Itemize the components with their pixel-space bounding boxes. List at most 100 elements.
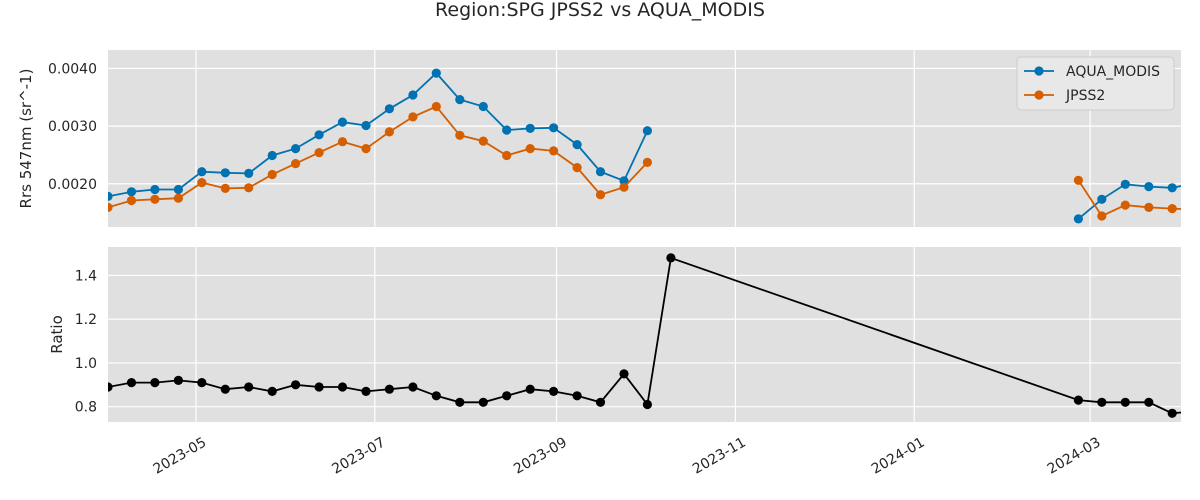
panel-1: 0.0020 0.0030 0.0040 Rrs 547nm (sr^-1) AQUA_…	[17, 50, 1200, 227]
data-point-ratio	[1167, 408, 1177, 418]
x-tick-label: 2024-03	[1045, 435, 1104, 478]
data-point-ratio	[108, 382, 113, 392]
data-point-jpss2	[1167, 204, 1177, 214]
data-point-jpss2	[619, 182, 629, 192]
data-point-jpss2	[220, 183, 230, 193]
data-point-ratio	[150, 378, 160, 388]
data-point-jpss2	[478, 136, 488, 146]
data-point-jpss2	[642, 157, 653, 167]
legend: AQUA_MODIS JPSS2	[1016, 56, 1175, 111]
data-point-jpss2	[525, 144, 535, 154]
x-tick-label: 2024-01	[869, 435, 928, 478]
data-point-ratio	[314, 382, 324, 392]
data-point-aqua_modis	[244, 168, 254, 178]
y-tick-label: 1.4	[75, 268, 97, 284]
x-tick-label: 2023-07	[329, 435, 388, 478]
data-point-jpss2	[384, 127, 394, 137]
data-point-aqua_modis	[1144, 182, 1154, 192]
plot-layer: 0.0020 0.0030 0.0040 Rrs 547nm (sr^-1) AQUA_…	[17, 50, 1200, 478]
data-point-ratio	[408, 382, 418, 392]
data-point-jpss2	[408, 112, 418, 122]
data-point-jpss2	[1073, 175, 1083, 185]
data-point-ratio	[619, 369, 629, 379]
data-point-ratio	[291, 380, 301, 390]
x-axis-ticks: 2023-05 2023-07 2023-09 2023-11 2024-01 2024-…	[151, 435, 1104, 478]
data-point-ratio	[525, 384, 535, 394]
data-point-aqua_modis	[431, 68, 441, 78]
data-point-aqua_modis	[619, 176, 629, 186]
data-point-aqua_modis	[150, 184, 160, 195]
data-point-aqua_modis	[1097, 194, 1107, 204]
data-point-aqua_modis	[384, 104, 394, 114]
data-point-jpss2	[1191, 205, 1200, 214]
legend-marker-jpss2	[1034, 90, 1044, 100]
data-point-aqua_modis	[502, 125, 512, 135]
data-point-aqua_modis	[291, 144, 301, 154]
data-point-ratio	[337, 382, 348, 392]
y-tick-label: 1.2	[75, 312, 97, 328]
data-point-jpss2	[150, 194, 160, 204]
series-line-aqua_modis	[1077, 183, 1181, 220]
panel-2: 0.8 1.0 1.2 1.4 Ratio	[48, 247, 1200, 422]
data-point-jpss2	[244, 183, 254, 193]
data-point-ratio	[173, 375, 183, 385]
series-line-jpss2	[108, 105, 649, 209]
data-point-aqua_modis	[455, 95, 465, 105]
data-point-jpss2	[267, 169, 277, 180]
x-tick-label: 2023-05	[151, 435, 210, 478]
data-point-ratio	[502, 391, 512, 401]
data-point-aqua_modis	[267, 150, 277, 161]
panel-background	[108, 247, 1181, 422]
data-point-jpss2	[455, 130, 465, 140]
data-point-ratio	[455, 397, 465, 407]
chart-title: Region:SPG JPSS2 vs AQUA_MODIS	[435, 0, 765, 21]
data-point-jpss2	[431, 101, 441, 112]
data-point-jpss2	[502, 150, 512, 161]
data-point-jpss2	[361, 144, 371, 154]
y-tick-label: 0.0030	[48, 119, 97, 135]
data-point-aqua_modis	[337, 117, 348, 127]
data-point-ratio	[126, 378, 137, 388]
y-tick-label: 0.0020	[48, 177, 97, 193]
data-point-jpss2	[126, 195, 137, 206]
data-point-jpss2	[1144, 202, 1154, 212]
data-point-ratio	[549, 386, 559, 396]
data-point-ratio	[197, 378, 207, 388]
y-tick-label: 0.0040	[48, 61, 97, 77]
data-point-ratio	[572, 391, 582, 401]
data-point-jpss2	[1120, 200, 1130, 210]
data-point-aqua_modis	[314, 130, 324, 140]
data-point-aqua_modis	[549, 123, 559, 133]
data-point-ratio	[595, 397, 606, 407]
data-point-ratio	[1144, 397, 1154, 407]
data-point-aqua_modis	[1073, 214, 1083, 224]
legend-box	[1016, 56, 1175, 111]
data-point-ratio	[244, 382, 254, 392]
data-point-jpss2	[197, 178, 207, 188]
data-point-jpss2	[314, 148, 324, 158]
data-point-aqua_modis	[361, 120, 371, 131]
data-point-aqua_modis	[220, 168, 230, 178]
data-point-aqua_modis	[1191, 179, 1200, 188]
x-tick-label: 2023-09	[511, 435, 570, 478]
data-point-jpss2	[291, 159, 301, 169]
data-point-aqua_modis	[1167, 183, 1177, 193]
legend-label-jpss2: JPSS2	[1065, 88, 1105, 104]
data-point-ratio	[666, 253, 676, 263]
data-point-aqua_modis	[478, 101, 488, 112]
data-point-aqua_modis	[126, 187, 137, 197]
data-point-jpss2	[173, 193, 183, 203]
series-group	[108, 253, 1200, 418]
data-point-ratio	[478, 397, 488, 407]
data-point-ratio	[361, 386, 371, 396]
data-point-ratio	[384, 384, 394, 394]
series-group	[108, 68, 1200, 224]
data-point-ratio	[1191, 407, 1200, 416]
data-point-ratio	[1097, 397, 1107, 407]
legend-marker-aqua_modis	[1034, 66, 1044, 76]
y-axis-label: Ratio	[48, 315, 66, 354]
y-tick-label: 0.8	[75, 400, 97, 416]
data-point-aqua_modis	[108, 191, 113, 201]
